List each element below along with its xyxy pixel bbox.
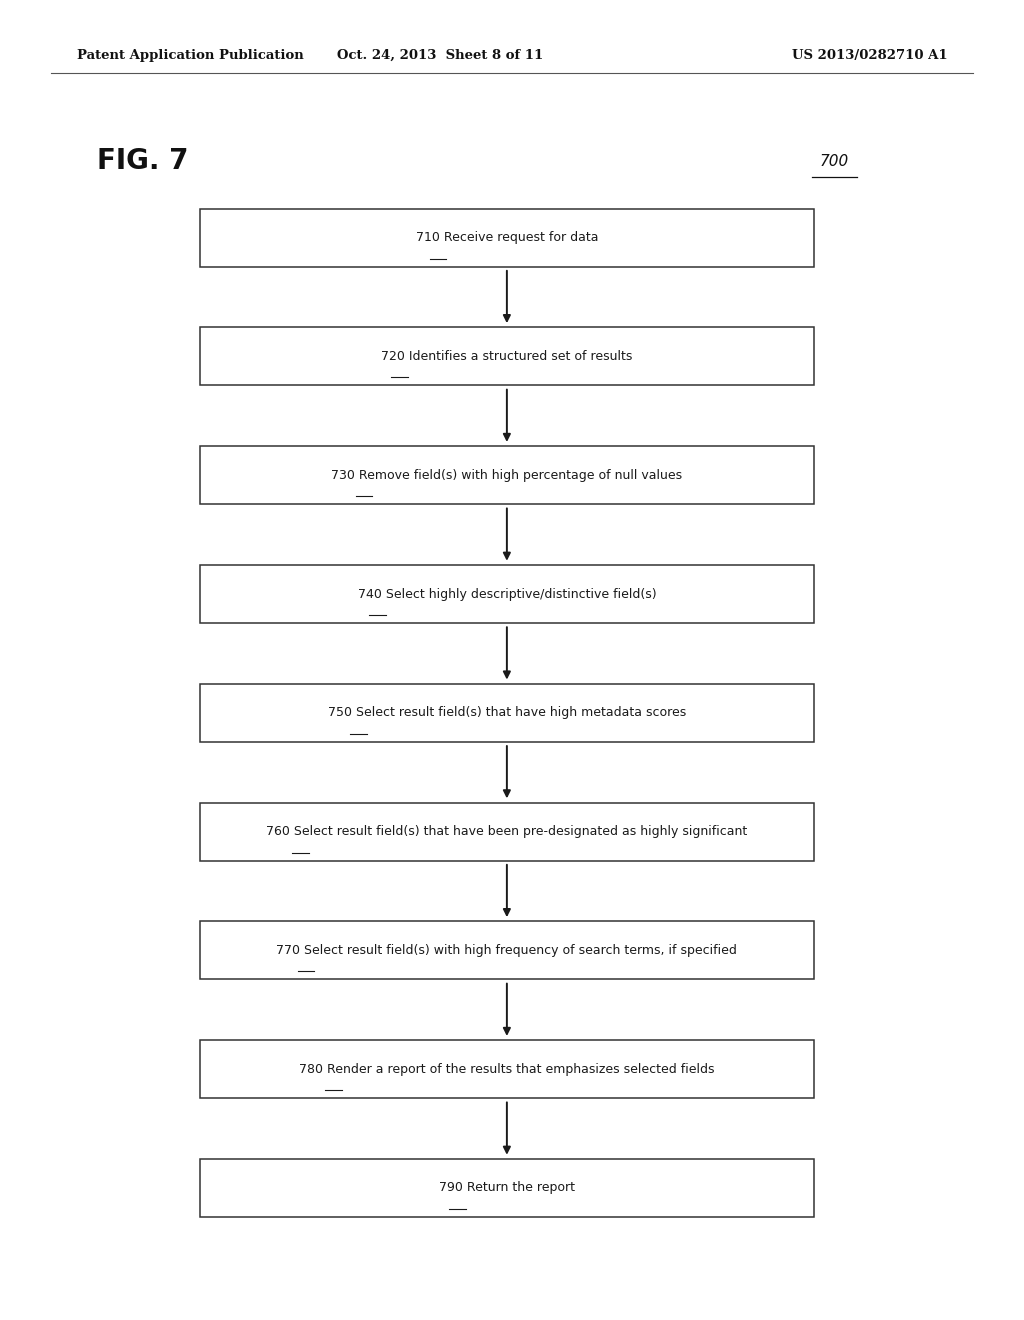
Bar <box>200 921 814 979</box>
Bar <box>200 209 814 267</box>
Text: Oct. 24, 2013  Sheet 8 of 11: Oct. 24, 2013 Sheet 8 of 11 <box>337 49 544 62</box>
Bar <box>200 1159 814 1217</box>
Text: 720 Identifies a structured set of results: 720 Identifies a structured set of resul… <box>381 350 633 363</box>
Text: 770 Select result field(s) with high frequency of search terms, if specified: 770 Select result field(s) with high fre… <box>276 944 737 957</box>
Text: 710 Receive request for data: 710 Receive request for data <box>416 231 598 244</box>
Bar <box>200 327 814 385</box>
Text: Patent Application Publication: Patent Application Publication <box>77 49 303 62</box>
Bar <box>200 446 814 504</box>
Text: 760 Select result field(s) that have been pre-designated as highly significant: 760 Select result field(s) that have bee… <box>266 825 748 838</box>
Text: 740 Select highly descriptive/distinctive field(s): 740 Select highly descriptive/distinctiv… <box>357 587 656 601</box>
Bar <box>200 684 814 742</box>
Text: FIG. 7: FIG. 7 <box>97 147 188 176</box>
Text: 780 Render a report of the results that emphasizes selected fields: 780 Render a report of the results that … <box>299 1063 715 1076</box>
Bar <box>200 803 814 861</box>
Text: 790 Return the report: 790 Return the report <box>439 1181 574 1195</box>
Text: 750 Select result field(s) that have high metadata scores: 750 Select result field(s) that have hig… <box>328 706 686 719</box>
Text: US 2013/0282710 A1: US 2013/0282710 A1 <box>792 49 947 62</box>
Bar <box>200 1040 814 1098</box>
Bar <box>200 565 814 623</box>
Text: 730 Remove field(s) with high percentage of null values: 730 Remove field(s) with high percentage… <box>332 469 682 482</box>
Text: 700: 700 <box>820 153 849 169</box>
